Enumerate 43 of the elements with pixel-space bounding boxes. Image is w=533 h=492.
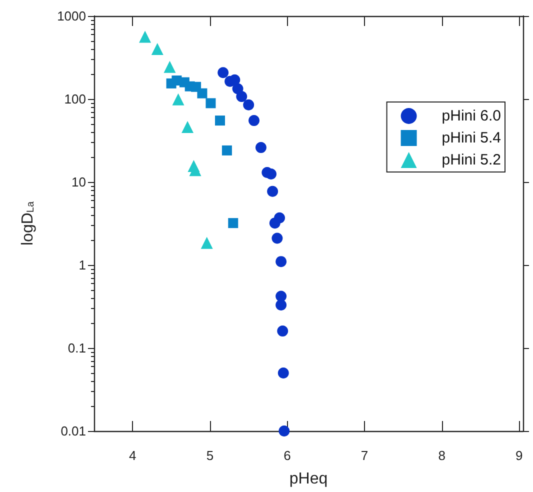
x-axis-title: pHeq [289,470,328,488]
y-tick-label: 100 [64,92,86,106]
point [248,115,260,126]
y-tick-label: 1000 [57,8,86,24]
point [266,168,277,180]
y-axis-title: logDLa [20,201,36,246]
point [200,236,213,249]
point [269,218,280,229]
point [151,43,164,56]
y-tick-label: 0.01 [60,424,86,438]
point [278,426,290,436]
point [229,74,240,86]
point [272,232,283,244]
legend-label: pHini 5.4 [442,130,501,146]
point [164,60,176,73]
point [236,91,248,102]
point [214,116,225,126]
point [243,99,254,110]
point [218,67,229,78]
point [172,93,184,106]
point [278,367,289,378]
point [276,299,287,310]
point [197,88,208,98]
point [206,98,216,108]
x-tick-label: 6 [284,448,291,463]
y-tick-label: 10 [72,174,86,190]
y-tick-label: 0.1 [68,340,86,356]
x-tick-label: 9 [516,448,523,463]
y-tick-label: 1 [78,258,86,272]
point [277,326,288,337]
x-tick-label: 8 [438,448,446,463]
legend-label: pHini 5.2 [442,152,501,168]
x-tick-label: 4 [129,448,136,463]
point [222,145,232,156]
point [139,30,152,43]
legend-label: pHini 6.0 [442,108,501,124]
point [267,186,278,197]
point [255,142,266,154]
x-tick-label: 7 [360,448,368,463]
point [228,218,238,228]
point [182,120,194,133]
x-tick-label: 5 [206,448,214,463]
point [276,256,287,268]
